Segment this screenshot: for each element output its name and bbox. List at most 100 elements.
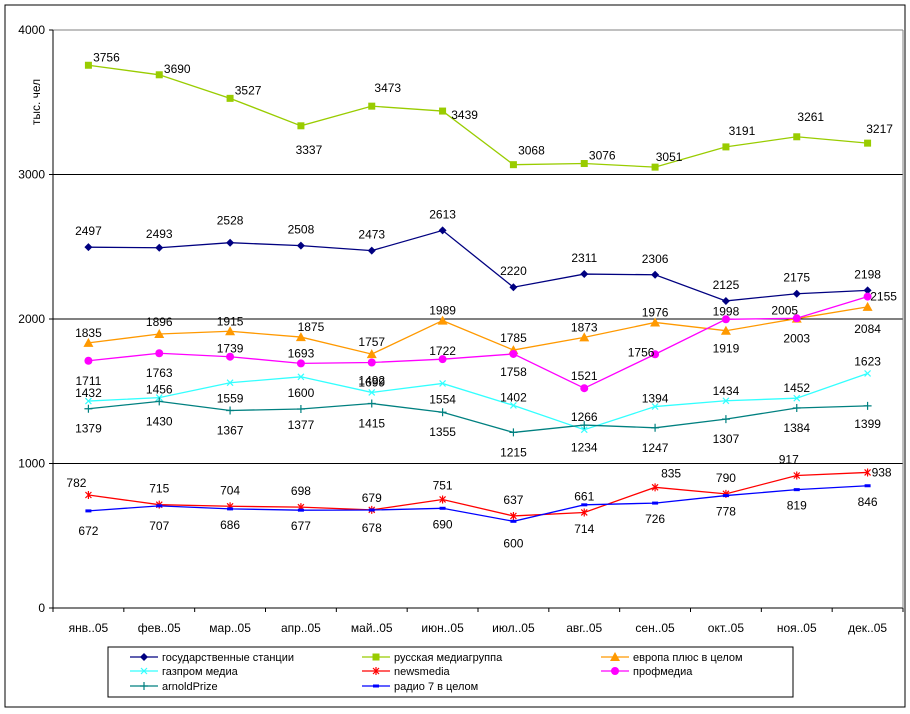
- marker-dash: [510, 519, 517, 523]
- data-label: 3690: [164, 62, 191, 76]
- data-label: 2528: [217, 214, 244, 228]
- data-label: 1430: [146, 414, 173, 428]
- marker-x: [651, 403, 659, 410]
- marker-square: [155, 71, 163, 79]
- legend-item: профмедиа: [601, 666, 693, 678]
- data-label: 1394: [642, 392, 669, 406]
- marker-plus: [84, 404, 93, 413]
- marker-diamond: [155, 243, 164, 252]
- y-tick-label: 1000: [18, 457, 45, 471]
- marker-triangle: [83, 337, 94, 347]
- data-label: 1976: [642, 305, 669, 319]
- data-label: 600: [503, 536, 523, 550]
- data-label: 707: [149, 519, 169, 533]
- data-label: 1355: [429, 425, 456, 439]
- series-line: [88, 229, 868, 302]
- data-label: 1693: [288, 346, 315, 360]
- data-labels: 2497 2493 2528 2508 2473 2613 2220 2311 2306 2125…: [66, 50, 897, 550]
- marker-diamond: [296, 241, 305, 250]
- marker-circle: [863, 292, 872, 301]
- marker-circle: [226, 352, 235, 361]
- data-label: 1492: [358, 373, 385, 387]
- marker-circle: [792, 314, 801, 323]
- x-tick-label: дек..05: [848, 621, 887, 635]
- data-label: 1415: [358, 417, 385, 431]
- marker-x: [368, 388, 376, 396]
- marker-diamond: [580, 270, 589, 279]
- data-label: 1739: [217, 342, 244, 356]
- series-6: [84, 397, 872, 437]
- marker-triangle: [225, 326, 236, 336]
- data-label: 1623: [854, 354, 881, 368]
- data-label: 846: [858, 495, 878, 509]
- legend-item: европа плюс в целом: [601, 652, 743, 664]
- marker-square: [297, 122, 305, 130]
- data-label: 3051: [656, 150, 683, 164]
- data-label: 1247: [642, 441, 669, 455]
- marker-x: [226, 379, 234, 387]
- data-label: 1758: [500, 365, 527, 379]
- marker-diamond: [863, 286, 872, 295]
- marker-triangle: [862, 301, 873, 311]
- marker-dash: [864, 484, 871, 488]
- data-label: 2497: [75, 224, 102, 238]
- marker-square: [722, 143, 730, 151]
- marker-plus: [155, 397, 164, 406]
- marker-x: [722, 397, 730, 405]
- x-tick-label: мар..05: [209, 621, 251, 635]
- data-label: 1785: [500, 331, 527, 345]
- data-label: 3217: [866, 122, 893, 136]
- x-tick-label: май..05: [351, 621, 393, 635]
- data-label: 1307: [713, 432, 740, 446]
- marker-plus: [651, 423, 660, 432]
- data-label: 2198: [854, 267, 881, 281]
- data-label: 1434: [713, 384, 740, 398]
- data-label: 1367: [217, 423, 244, 437]
- data-label: 1379: [75, 422, 102, 436]
- series-line: [88, 64, 868, 168]
- data-label: 2473: [358, 228, 385, 242]
- marker-square: [793, 133, 801, 141]
- marker-square: [439, 107, 447, 115]
- marker-star: [793, 471, 801, 480]
- data-label: 3527: [235, 83, 262, 97]
- marker-dash: [439, 506, 446, 510]
- data-label: 3261: [797, 110, 824, 124]
- data-label: 715: [149, 482, 169, 496]
- data-label: 1402: [500, 390, 527, 404]
- data-label: 2155: [870, 290, 897, 304]
- data-label: 1559: [217, 392, 244, 406]
- data-label: 661: [574, 489, 594, 503]
- y-tick-label: 3000: [18, 168, 45, 182]
- marker-star: [580, 508, 588, 517]
- marker-diamond: [226, 238, 235, 247]
- marker-x: [140, 667, 148, 675]
- marker-square: [509, 161, 517, 169]
- series-5: [84, 292, 872, 393]
- data-label: 917: [779, 452, 799, 466]
- data-label: 2084: [854, 322, 881, 336]
- marker-diamond: [792, 289, 801, 298]
- marker-diamond: [651, 270, 660, 279]
- marker-triangle: [579, 332, 590, 342]
- marker-plus: [792, 404, 801, 413]
- legend: государственные станции русская медиагруп…: [107, 646, 794, 698]
- series-line: [88, 485, 868, 522]
- marker-triangle: [437, 315, 448, 325]
- data-label: 1399: [854, 417, 881, 431]
- marker-circle: [580, 384, 589, 393]
- data-label: 2003: [783, 332, 810, 346]
- data-label: 1875: [298, 320, 325, 334]
- data-label: 782: [66, 476, 86, 490]
- data-label: 686: [220, 518, 240, 532]
- marker-star: [372, 667, 380, 675]
- data-label: 3756: [93, 50, 120, 64]
- marker-triangle: [610, 652, 620, 661]
- data-label: 2493: [146, 227, 173, 241]
- data-label: 714: [574, 522, 594, 536]
- marker-dash: [373, 684, 379, 688]
- data-label: 1234: [571, 441, 598, 455]
- data-label: 3068: [518, 144, 545, 158]
- marker-star: [509, 511, 517, 520]
- data-label: 1919: [713, 342, 740, 356]
